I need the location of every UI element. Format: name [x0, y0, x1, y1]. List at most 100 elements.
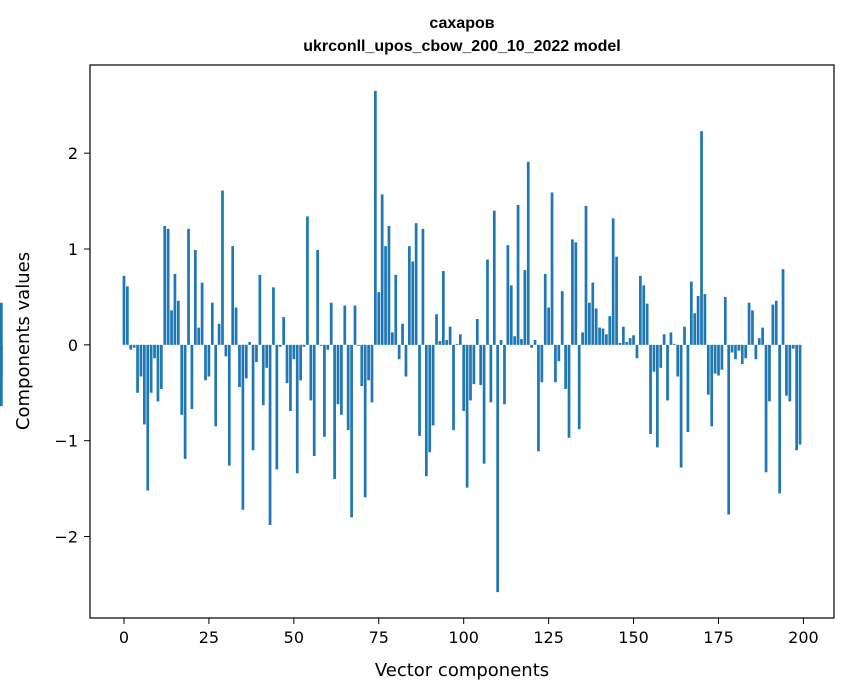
bar: [316, 249, 319, 345]
bar: [166, 228, 170, 345]
x-axis-label: Vector components: [375, 660, 549, 681]
bar: [139, 344, 143, 377]
bar: [622, 326, 625, 345]
bar: [190, 344, 194, 410]
bar: [774, 300, 778, 345]
y-tick-label: −2: [54, 528, 78, 547]
bar: [571, 239, 574, 345]
bar: [492, 210, 496, 345]
bar: [251, 344, 255, 451]
bar: [207, 344, 211, 377]
bar: [329, 302, 333, 345]
bar: [798, 344, 802, 445]
bar: [482, 344, 486, 464]
bar: [258, 274, 262, 345]
x-tick-label: 25: [199, 628, 219, 647]
bar: [509, 285, 513, 345]
bar: [594, 308, 598, 345]
bar: [645, 303, 649, 345]
bar: [523, 270, 527, 345]
bar: [384, 246, 387, 345]
bar: [547, 307, 550, 345]
bar: [747, 302, 751, 345]
bar: [554, 344, 557, 383]
bar: [248, 341, 252, 345]
bar: [642, 285, 646, 345]
bar: [720, 344, 724, 370]
bar: [370, 344, 374, 403]
bar: [618, 342, 622, 345]
bar: [764, 344, 768, 473]
bar: [577, 344, 581, 430]
bar: [295, 344, 299, 474]
bar: [435, 314, 438, 345]
y-tick-label: −1: [54, 432, 78, 451]
bar: [516, 204, 520, 345]
bar: [730, 344, 734, 353]
bar: [221, 190, 224, 345]
bar: [679, 344, 683, 468]
bar: [217, 323, 221, 345]
bar: [503, 344, 506, 405]
bar: [611, 218, 615, 345]
bar: [475, 318, 479, 345]
bar: [312, 344, 316, 457]
bar: [727, 344, 731, 515]
bar: [438, 341, 442, 345]
bar: [333, 344, 336, 480]
bar: [628, 338, 632, 345]
bar: [448, 326, 452, 345]
bar: [676, 344, 680, 377]
bar: [418, 344, 421, 436]
bar: [394, 274, 398, 345]
bar: [275, 344, 279, 470]
bar: [387, 226, 391, 345]
bar: [170, 310, 173, 345]
bar: [734, 344, 737, 360]
bar: [791, 344, 795, 349]
bar: [445, 340, 449, 345]
bar: [299, 344, 302, 381]
bar: [696, 295, 700, 345]
bar: [282, 317, 285, 345]
bar: [615, 256, 618, 345]
bar: [261, 344, 265, 406]
bar: [713, 344, 717, 374]
bar: [336, 344, 340, 405]
x-axis-ticks: 0 25 50 75 100 125 150 175 200: [119, 618, 819, 647]
bar: [343, 305, 347, 345]
bar: [530, 344, 533, 348]
bar: [183, 344, 187, 459]
bar: [465, 344, 469, 488]
bar: [584, 205, 588, 345]
bar: [224, 344, 228, 357]
bar: [244, 344, 248, 379]
bar: [693, 313, 697, 345]
bar: [421, 228, 425, 345]
bar: [683, 326, 686, 345]
bar: [659, 344, 663, 368]
bar: [757, 338, 761, 345]
bar: [428, 344, 432, 453]
bar: [149, 344, 153, 393]
x-tick-label: 50: [284, 628, 304, 647]
bar: [557, 344, 561, 362]
bar: [744, 344, 748, 359]
bar: [210, 302, 214, 345]
bar: [357, 344, 360, 346]
bar: [526, 161, 530, 345]
bar: [156, 344, 160, 402]
bar: [458, 334, 462, 345]
bar: [187, 228, 190, 345]
bar: [285, 344, 289, 384]
bar: [173, 273, 177, 345]
bar: [581, 332, 584, 345]
bar: [781, 269, 785, 345]
bar: [768, 344, 771, 402]
bar: [340, 344, 343, 415]
bar: [550, 192, 554, 345]
bar: [404, 344, 408, 377]
bar: [391, 332, 394, 345]
